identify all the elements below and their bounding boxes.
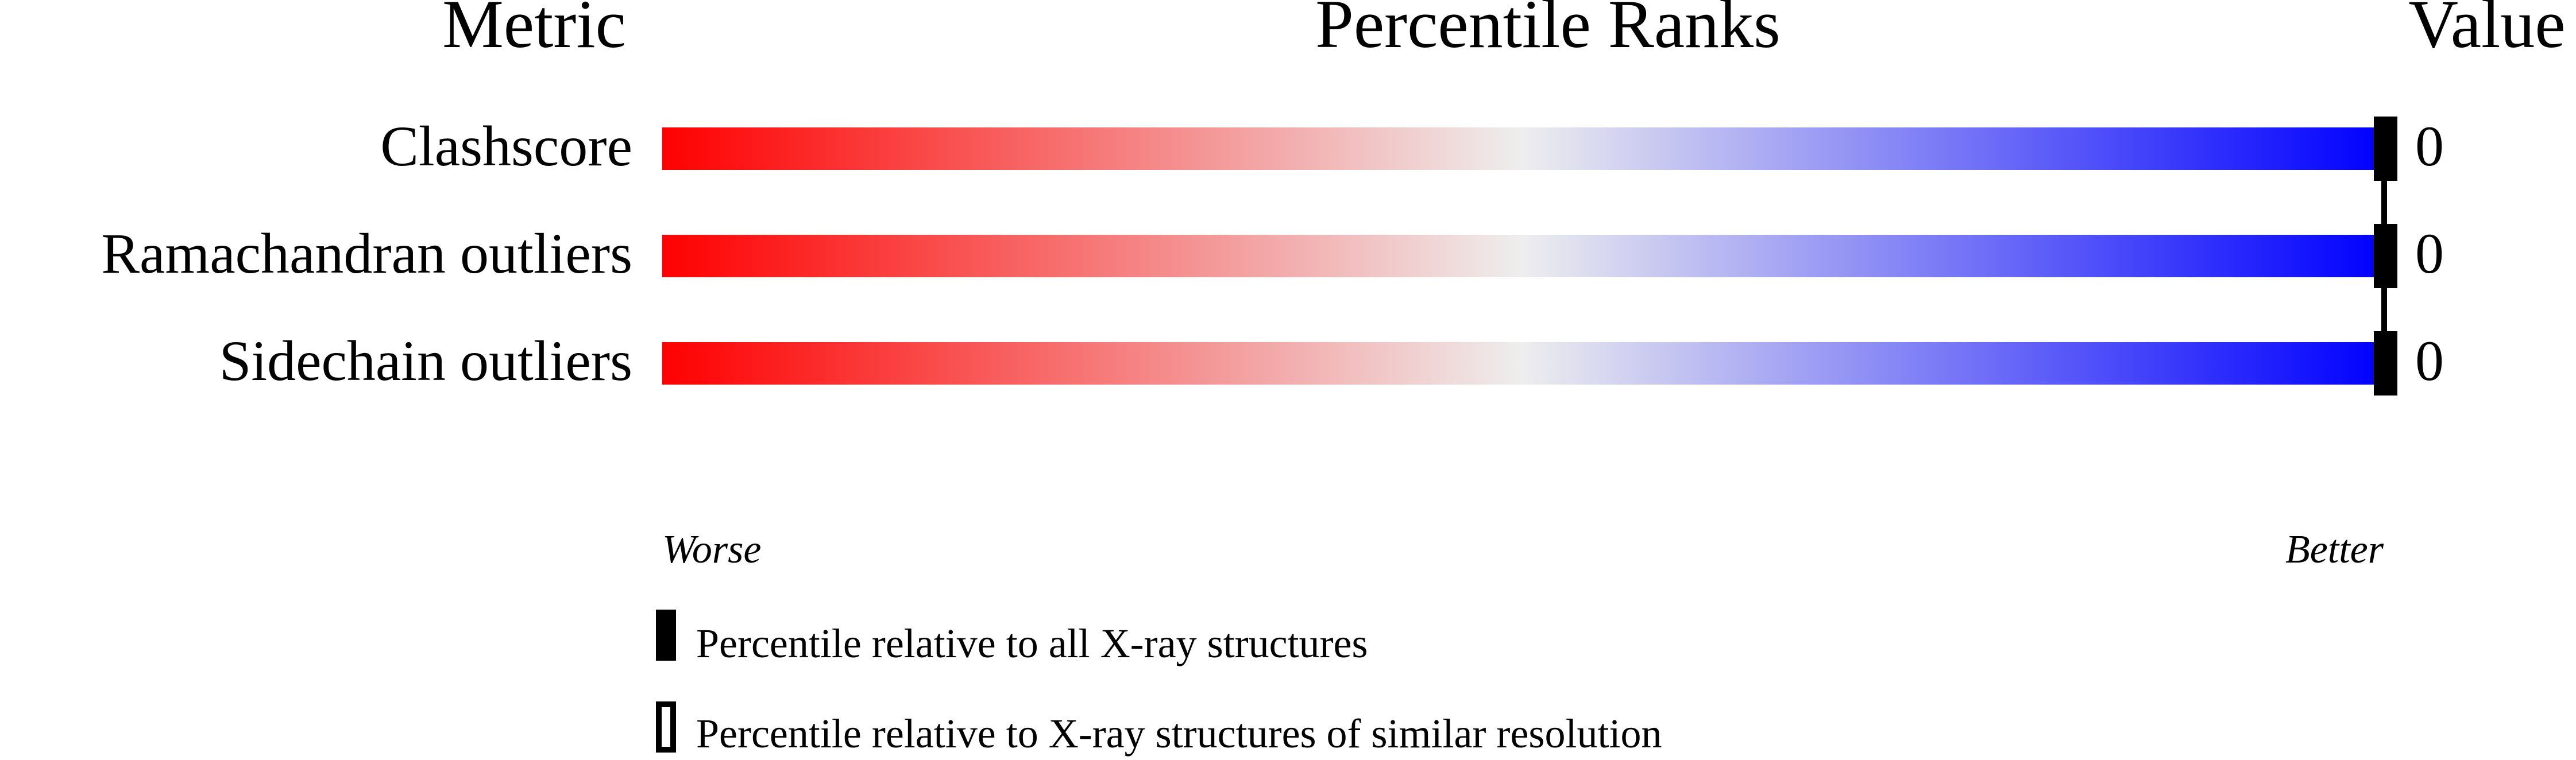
percentile-marker-all: [2374, 117, 2397, 181]
percentile-marker-all: [2374, 331, 2397, 395]
metric-label: Clashscore: [380, 114, 632, 178]
metric-header: Metric: [442, 0, 626, 62]
better-label: Better: [2285, 528, 2384, 572]
percentile-bar: [662, 235, 2382, 277]
legend-label-all: Percentile relative to all X-ray structu…: [696, 621, 1368, 666]
percentile-marker-all: [2374, 224, 2397, 288]
legend-filled-marker: [656, 610, 676, 661]
value-header: Value: [2408, 0, 2565, 62]
legend-outline-marker: [656, 701, 676, 753]
metric-label: Sidechain outliers: [219, 329, 632, 393]
metric-value: 0: [2415, 114, 2444, 178]
ranks-header: Percentile Ranks: [1315, 0, 1781, 62]
percentile-bar: [662, 342, 2382, 385]
worse-label: Worse: [662, 528, 761, 572]
metric-label: Ramachandran outliers: [101, 222, 632, 285]
metric-value: 0: [2415, 329, 2444, 393]
legend-label-similar: Percentile relative to X-ray structures …: [696, 711, 1662, 757]
metric-value: 0: [2415, 222, 2444, 285]
percentile-bar: [662, 127, 2382, 170]
